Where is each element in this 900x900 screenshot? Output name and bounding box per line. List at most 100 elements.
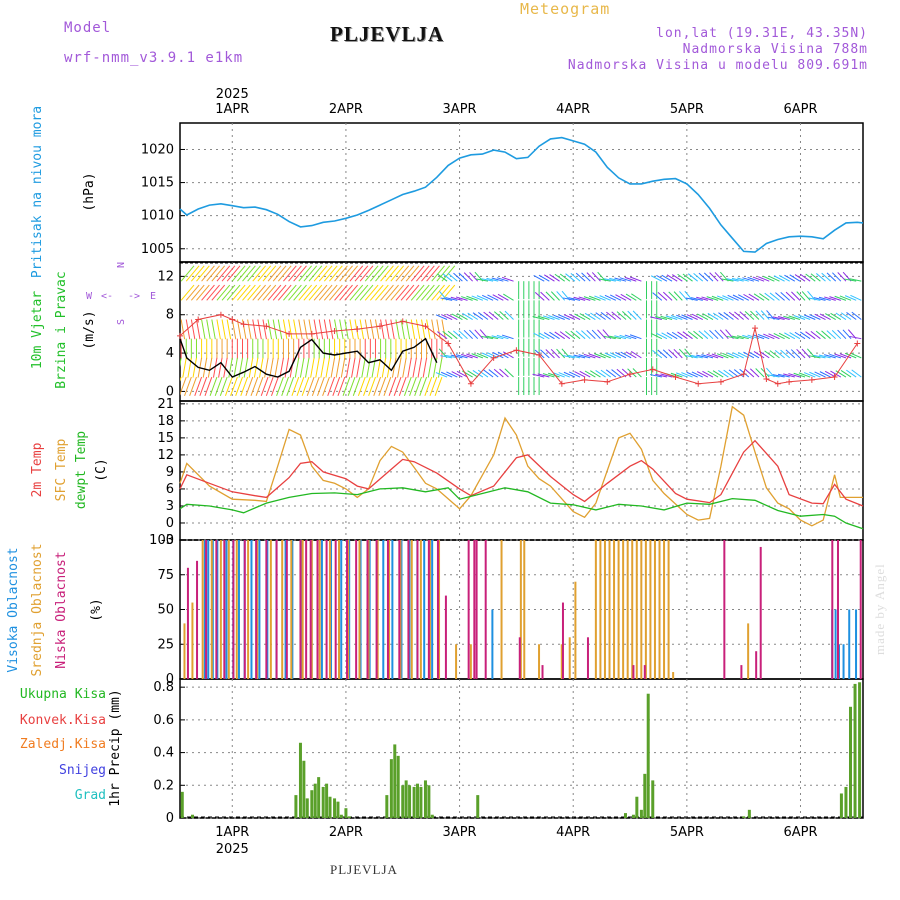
wind-arrow [600,312,612,320]
wind-arrow [737,351,750,359]
wind-arrow [415,284,430,301]
precip-bar [416,783,420,818]
wind-arrow [793,372,806,378]
wind-arrow [832,272,842,282]
wind-arrow [466,295,478,301]
wind-arrow [385,284,399,301]
wind-arrow [216,284,231,301]
wind-arrow [180,319,186,340]
date-label-bottom: 5APR [670,825,704,840]
low-cloud-bar [755,651,758,679]
wind-arrow [318,265,333,282]
mid-cloud-bar [617,540,620,679]
wind-arrow [650,374,662,378]
low-cloud-bar [285,540,288,679]
wind-arrow [467,312,479,320]
wind-arrow [758,350,770,359]
y-tick-label: 1005 [141,242,174,257]
precip-bar [742,816,746,818]
sfc-temp-line [179,405,863,527]
wind-arrow [570,330,581,340]
mid-cloud-bar [640,540,643,679]
wind-arrow [270,376,279,396]
precip-bar [344,808,348,818]
wind-arrow [318,284,333,301]
wind-arrow [698,272,709,282]
wind-arrow [837,329,847,340]
wind-arrow [550,291,560,301]
wind-arrow [685,297,698,301]
low-cloud-bar [436,540,439,679]
wind-arrow [830,312,842,320]
wind-arrow [207,357,213,378]
y-tick-label: 21 [157,397,174,412]
high-cloud-bar [855,609,858,679]
wind-arrow [603,335,616,340]
precip-bar [408,785,412,818]
wind-arrow [419,376,428,396]
wind-arrow [283,265,297,282]
wind-arrow [481,352,494,359]
wind-arrow [568,371,581,378]
low-cloud-bar [427,540,430,679]
wind-gust-marker [263,323,270,330]
wind-arrow [318,319,324,340]
wind-gust-marker [445,340,452,347]
wind-arrow [202,357,208,378]
wind-arrow [835,312,847,320]
wind-arrow [196,284,210,301]
mid-cloud-bar [367,540,370,679]
pressure-line [179,136,864,253]
low-cloud-bar [215,540,218,679]
wind-arrow [808,355,821,359]
wind-arrow [303,265,318,282]
temp2m-axis-title: 2m Temp [30,442,45,497]
wind-arrow [755,310,765,320]
low-cloud-bar [325,540,328,679]
wind-arrow [727,294,739,301]
precip-bar [639,809,643,818]
low-cloud-bar [475,540,478,679]
wind-arrow [759,293,770,301]
wind-arrow [334,284,348,301]
low-cloud-bar [205,540,208,679]
high-cloud-bar [225,540,228,679]
wind-arrow [757,333,770,340]
low-cloud-bar [407,540,410,679]
low-cloud-bar [275,540,278,679]
wind-arrow [486,277,499,282]
wind-arrow [344,284,359,301]
wind-arrow [554,273,565,282]
wind-gust-marker [217,311,224,318]
wind-arrow [778,332,790,340]
wind-arrow [272,284,287,301]
wind-arrow [226,284,241,301]
wind-arrow [650,333,663,340]
high-cloud-bar [291,540,294,679]
meteogram-label: Meteogram [520,0,611,18]
wind-arrow [702,313,714,320]
precip-bar [347,816,351,818]
date-label-bottom: 1APR [215,825,249,840]
wind-arrow [584,370,596,378]
wind-arrow [311,376,320,396]
wind-arrow [616,311,627,320]
wind-arrow [844,295,857,301]
wind-arrow [789,274,801,282]
wind-arrow [282,319,288,340]
wind-arrow [327,376,336,396]
wind-arrow [788,373,801,378]
wind-arrow [359,319,365,340]
wind-arrow [652,292,663,301]
wind-arrow [662,291,673,301]
wind-arrow [673,291,683,301]
wind-arrow [542,373,555,378]
mid-cloud-bar [649,540,652,679]
wind-arrow [395,265,410,282]
wind-arrow [231,319,237,340]
precip-bar [646,693,650,818]
wind-arrow [359,265,374,282]
mid-cloud-bar [358,540,361,679]
wind-arrow [630,351,642,359]
y-tick-label: 0 [166,672,174,687]
